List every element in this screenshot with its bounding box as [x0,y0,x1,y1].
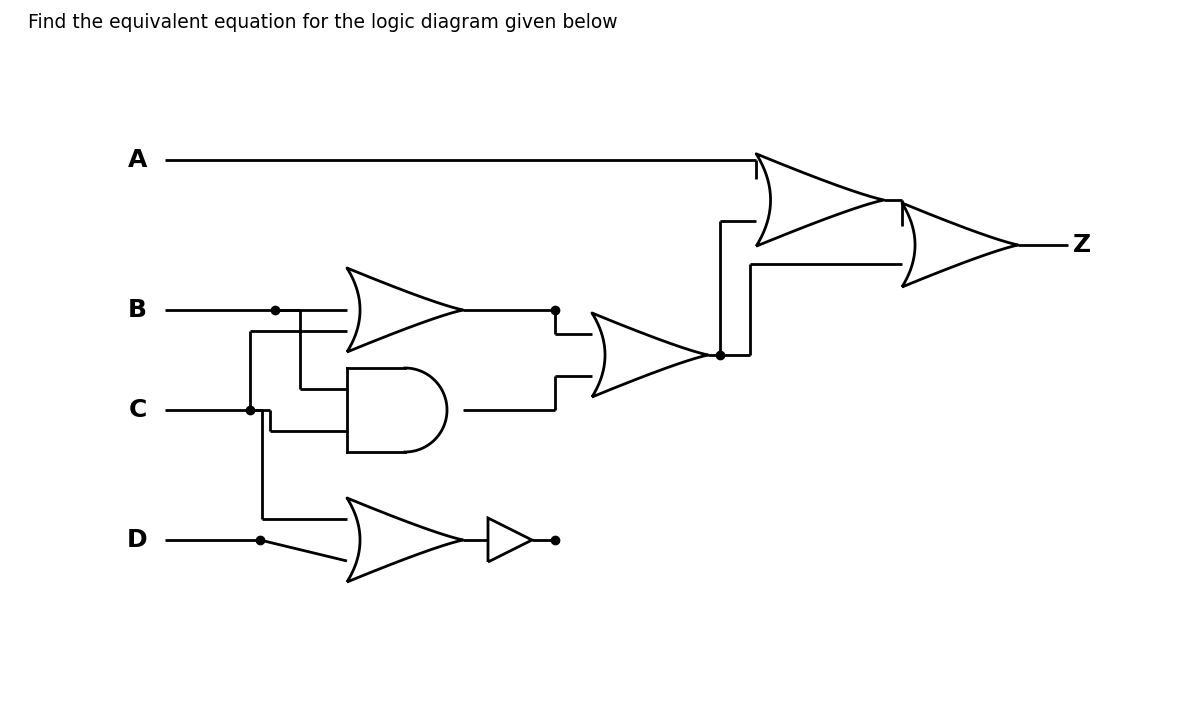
Text: D: D [126,528,148,552]
Text: B: B [128,298,148,322]
Text: A: A [127,148,148,172]
Text: C: C [128,398,148,422]
Text: Z: Z [1073,233,1091,257]
Text: Find the equivalent equation for the logic diagram given below: Find the equivalent equation for the log… [28,13,618,32]
